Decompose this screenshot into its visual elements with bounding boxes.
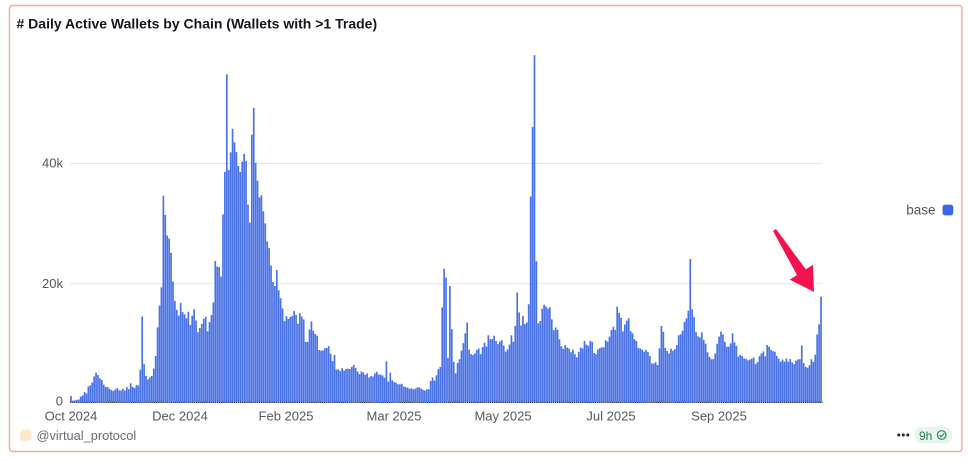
svg-text:40k: 40k [42, 155, 63, 170]
svg-text:Feb 2025: Feb 2025 [259, 409, 314, 424]
svg-text:@virtual_protocol: @virtual_protocol [37, 428, 137, 443]
svg-text:Jul 2025: Jul 2025 [586, 409, 635, 424]
svg-text:Oct 2024: Oct 2024 [45, 409, 98, 424]
svg-text:9h: 9h [919, 429, 932, 443]
svg-text:Sep 2025: Sep 2025 [691, 409, 747, 424]
svg-text:May 2025: May 2025 [474, 409, 531, 424]
svg-text:base: base [906, 203, 935, 218]
svg-text:Mar 2025: Mar 2025 [367, 409, 422, 424]
svg-text:20k: 20k [42, 276, 63, 291]
svg-text:0: 0 [56, 394, 63, 409]
svg-text:Dec 2024: Dec 2024 [152, 409, 208, 424]
svg-text:# Daily Active Wallets by Chai: # Daily Active Wallets by Chain (Wallets… [17, 16, 378, 32]
